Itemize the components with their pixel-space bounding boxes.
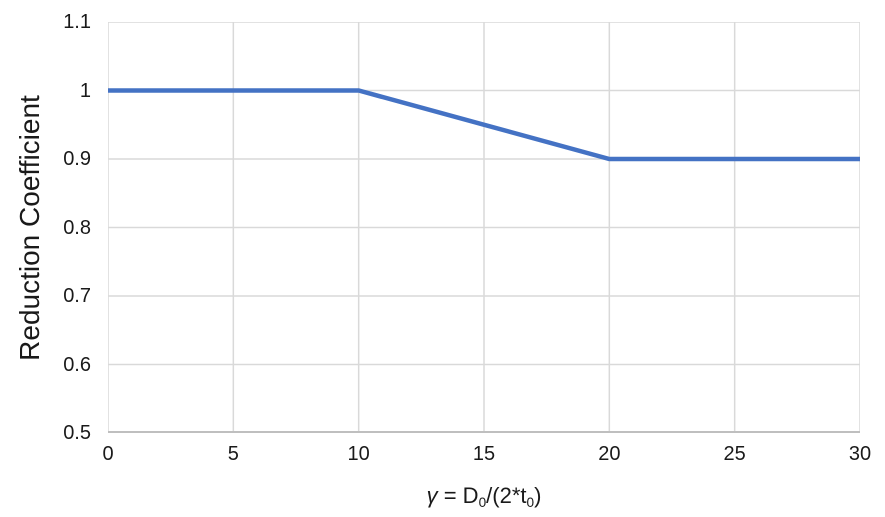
plot-area — [108, 22, 860, 433]
x-axis-title-subscript: 0 — [526, 494, 535, 510]
y-tick-label: 0.9 — [63, 148, 91, 170]
x-axis-title-text: = D — [437, 483, 479, 508]
x-tick-label: 10 — [347, 443, 370, 465]
y-tick-label: 1.1 — [63, 11, 91, 33]
y-tick-label: 0.6 — [63, 353, 91, 376]
x-axis-title-gamma: γ — [426, 483, 438, 508]
y-tick-label: 0.5 — [63, 422, 91, 444]
x-tick-label: 15 — [472, 443, 496, 465]
x-axis-title: γ = D0/(2*t0) — [108, 483, 860, 509]
x-axis-title-subscript: 0 — [478, 494, 487, 510]
x-axis-title-text: ) — [534, 483, 542, 508]
y-tick-label: 0.7 — [63, 285, 91, 307]
y-tick-label: 1 — [79, 79, 91, 102]
x-tick-label: 20 — [598, 443, 621, 465]
data-line — [108, 88, 860, 162]
x-tick-label: 5 — [227, 443, 239, 465]
x-tick-label: 30 — [848, 443, 872, 465]
x-tick-label: 25 — [723, 443, 746, 465]
x-axis-title-text: /(2*t — [486, 483, 527, 508]
x-tick-label: 0 — [102, 443, 114, 465]
y-tick-label: 0.8 — [63, 216, 91, 239]
